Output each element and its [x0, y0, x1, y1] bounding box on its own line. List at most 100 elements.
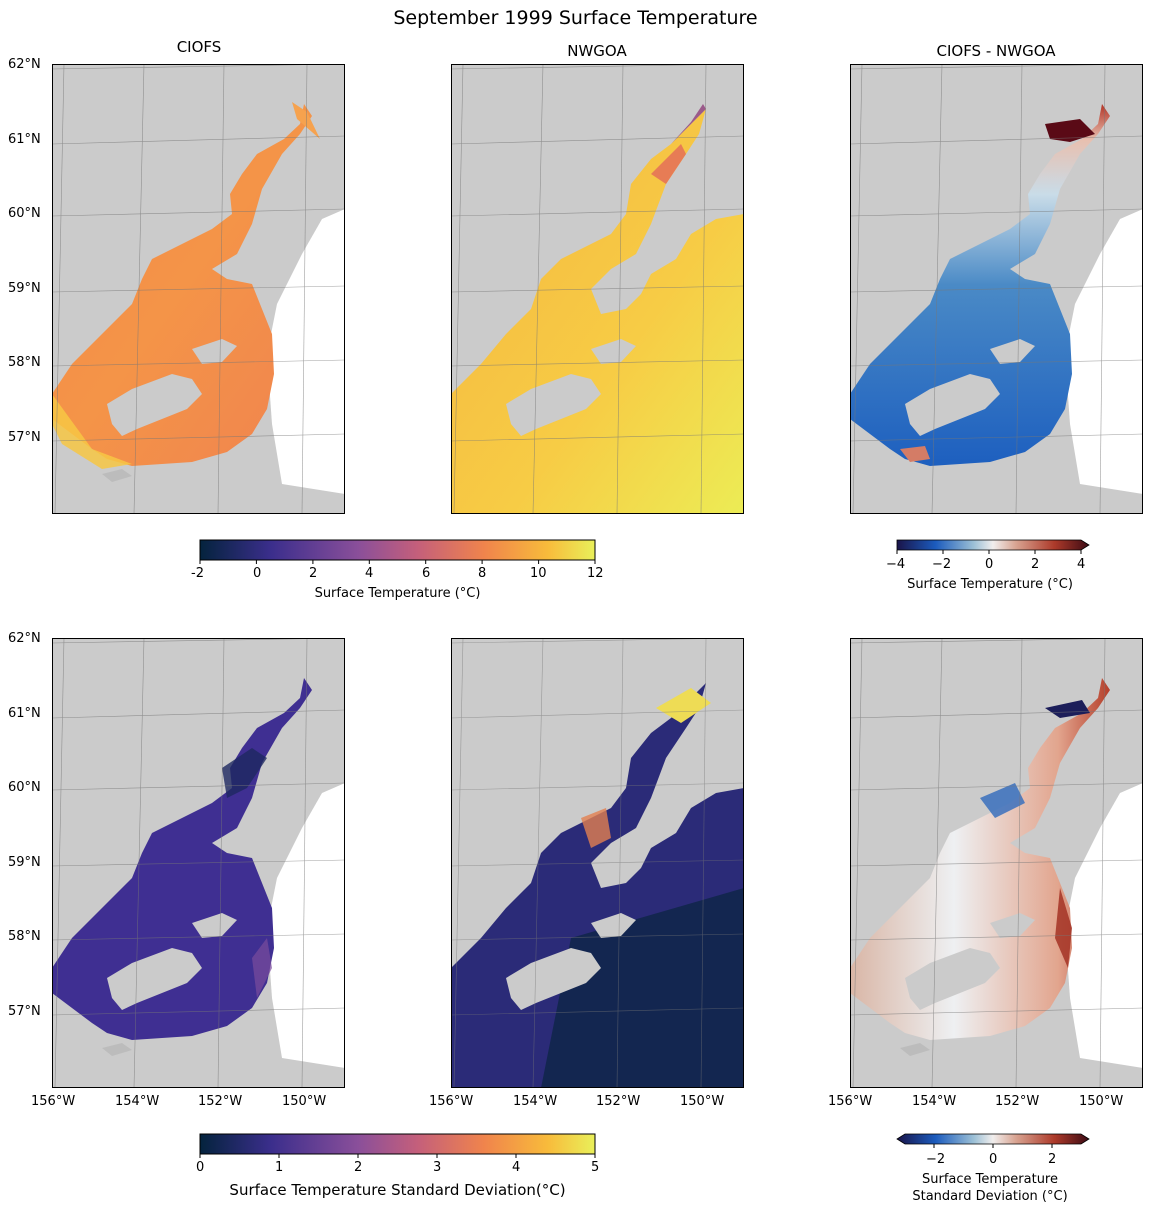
upper-inlet-warm: [651, 144, 686, 184]
lat-label-57: 57°N: [8, 1004, 41, 1019]
turnagain-arm: [292, 102, 320, 139]
cb-temp-tick: -2: [191, 566, 204, 581]
colorbar-temperature-gradient: [199, 539, 596, 561]
southwest-warm-patch: [900, 446, 930, 462]
colorbar-std: [199, 1133, 596, 1158]
colorbar-temperature-ticks: [199, 560, 596, 564]
colorbar-diff-ticks: [896, 550, 1082, 554]
map-panel-nwgoa-temperature: [451, 64, 744, 514]
figure-title: September 1999 Surface Temperature: [393, 7, 758, 29]
lat-label-62: 62°N: [8, 57, 41, 72]
cb-std-tick: 3: [433, 1160, 442, 1175]
colorbar-stddiff-label-line2: Standard Deviation (°C): [912, 1189, 1068, 1204]
cb-temp-tick: 12: [587, 566, 604, 581]
colorbar-std-gradient: [199, 1133, 596, 1155]
ocean-unmodeled: [267, 783, 345, 1068]
shelf-warm-edge: [52, 394, 132, 469]
chirikof-island: [900, 1043, 930, 1056]
lat-label-57: 57°N: [8, 430, 41, 445]
lon-label-154: 154°W: [513, 1094, 558, 1109]
lat-label-58: 58°N: [8, 929, 41, 944]
difference-field: [850, 104, 1110, 466]
panel-title-nwgoa: NWGOA: [567, 42, 627, 60]
cb-diff-tick: 0: [985, 557, 994, 572]
ocean-unmodeled: [1065, 783, 1143, 1068]
lat-label-60: 60°N: [8, 780, 41, 795]
cb-stddiff-tick: 0: [989, 1152, 998, 1167]
cook-inlet-ciofs-field: [52, 104, 312, 466]
graticule: [850, 64, 1143, 514]
lon-label-154: 154°W: [912, 1094, 957, 1109]
lon-label-152: 152°W: [198, 1094, 243, 1109]
lat-label-62: 62°N: [8, 631, 41, 646]
map-panel-ciofs-std: [52, 638, 345, 1088]
map-panel-temperature-difference: [850, 64, 1143, 514]
kodiak-island: [506, 948, 601, 1010]
lon-label-152: 152°W: [995, 1094, 1040, 1109]
upper-inlet-negative: [1045, 700, 1090, 718]
lon-label-152: 152°W: [596, 1094, 641, 1109]
lon-label-156: 156°W: [31, 1094, 76, 1109]
colorbar-stddiff-ticks: [933, 1144, 1053, 1148]
cb-diff-tick: −2: [932, 557, 952, 572]
cb-temp-tick: 10: [530, 566, 547, 581]
barren-islands: [192, 339, 237, 364]
barren-islands: [990, 913, 1035, 938]
colorbar-std-ticks: [199, 1154, 596, 1158]
turnagain-arm: [671, 104, 706, 144]
map-panel-nwgoa-std: [451, 638, 744, 1088]
colorbar-diff-gradient: [896, 539, 1090, 551]
graticule: [52, 638, 345, 1088]
graticule: [451, 638, 744, 1088]
cb-std-tick: 2: [354, 1160, 363, 1175]
cb-diff-tick: 4: [1077, 557, 1086, 572]
cb-diff-tick: 2: [1031, 557, 1040, 572]
lon-label-150: 150°W: [282, 1094, 327, 1109]
cb-temp-tick: 4: [365, 566, 374, 581]
colorbar-diff-label: Surface Temperature (°C): [907, 577, 1073, 592]
cb-temp-tick: 8: [478, 566, 487, 581]
barren-islands: [990, 339, 1035, 364]
cb-std-tick: 1: [275, 1160, 284, 1175]
panel-title-ciofs: CIOFS: [176, 38, 222, 56]
std-difference-field: [850, 678, 1110, 1040]
panel-title-difference: CIOFS - NWGOA: [936, 42, 1056, 60]
upper-inlet-high-std: [656, 688, 711, 723]
barren-islands: [591, 913, 636, 938]
lon-label-150: 150°W: [1079, 1094, 1124, 1109]
mid-inlet-high-std: [581, 808, 611, 848]
graticule: [52, 64, 345, 514]
colorbar-temperature-label: Surface Temperature (°C): [314, 586, 481, 601]
ocean-unmodeled: [267, 209, 345, 494]
kodiak-island: [905, 948, 1000, 1010]
cb-std-tick: 0: [196, 1160, 205, 1175]
map-panel-ciofs-temperature: [52, 64, 345, 514]
kodiak-island: [107, 948, 202, 1010]
upper-inlet-warm-anomaly: [1045, 119, 1095, 142]
cb-temp-tick: 2: [309, 566, 318, 581]
map-panel-std-difference: [850, 638, 1143, 1088]
mid-inlet-negative: [980, 783, 1025, 818]
cb-stddiff-tick: −2: [926, 1152, 946, 1167]
lat-label-60: 60°N: [8, 206, 41, 221]
cb-temp-tick: 6: [422, 566, 431, 581]
colorbar-std-label: Surface Temperature Standard Deviation(°…: [229, 1181, 566, 1199]
offshore-low-std: [541, 888, 744, 1088]
lat-label-61: 61°N: [8, 706, 41, 721]
chirikof-island: [102, 469, 132, 482]
colorbar-stddiff-gradient: [896, 1133, 1090, 1145]
lon-label-154: 154°W: [115, 1094, 160, 1109]
lat-label-59: 59°N: [8, 855, 41, 870]
colorbar-temperature-difference: [896, 539, 1090, 554]
kodiak-island: [107, 374, 202, 436]
lat-label-61: 61°N: [8, 132, 41, 147]
colorbar-temperature: [199, 539, 596, 564]
cb-diff-tick: −4: [886, 557, 906, 572]
cb-temp-tick: 0: [253, 566, 262, 581]
cb-std-tick: 4: [512, 1160, 521, 1175]
outer-edge-band: [252, 938, 272, 998]
lon-label-156: 156°W: [828, 1094, 873, 1109]
lon-label-150: 150°W: [680, 1094, 725, 1109]
colorbar-std-difference: [896, 1133, 1090, 1148]
colorbar-stddiff-label-line1: Surface Temperature: [921, 1172, 1058, 1187]
